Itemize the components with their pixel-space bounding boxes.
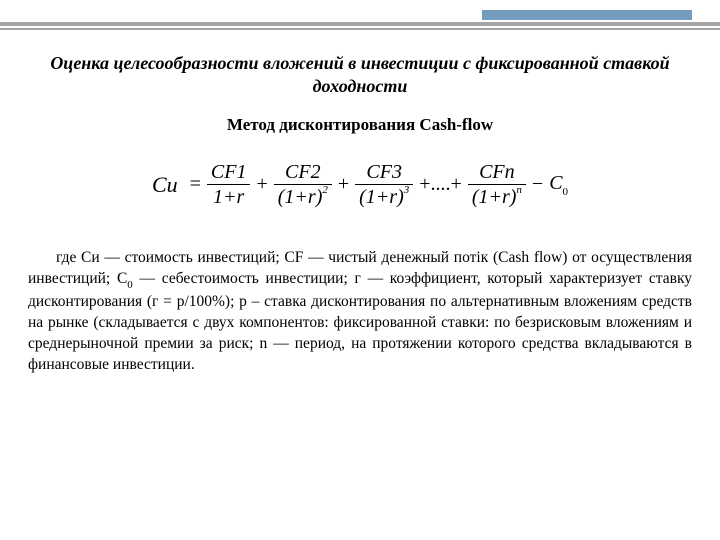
term2-den: (1+r)2	[274, 186, 332, 208]
c0-subscript: 0	[127, 279, 133, 291]
plus-sign: +	[256, 173, 267, 196]
slide-subtitle: Метод дисконтирования Cash-flow	[28, 115, 692, 135]
minus-sign: −	[532, 173, 543, 196]
formula-term-3: CF3 (1+r)3	[355, 161, 413, 208]
term2-num: CF2	[281, 161, 325, 183]
accent-box	[482, 10, 692, 20]
formula-lhs: Си	[152, 172, 178, 198]
formula: Си = CF1 1+r + CF2 (1+r)2 + CF3 (1+r)3 +…	[28, 161, 692, 208]
top-rule-thin	[0, 28, 720, 30]
termn-num: CFn	[475, 161, 519, 183]
slide: Оценка целесообразности вложений в инвес…	[0, 0, 720, 540]
formula-term-n: CFn (1+r)n	[468, 161, 526, 208]
formula-tail: C0	[549, 172, 568, 197]
formula-term-1: CF1 1+r	[207, 161, 251, 208]
ellipsis: +....+	[419, 173, 462, 196]
content: Оценка целесообразности вложений в инвес…	[28, 46, 692, 376]
term3-den: (1+r)3	[355, 186, 413, 208]
plus-sign: +	[338, 173, 349, 196]
termn-den: (1+r)n	[468, 186, 526, 208]
explanation-paragraph: где Си — стоимость инвестиций; CF — чист…	[28, 248, 692, 376]
term3-num: CF3	[362, 161, 406, 183]
slide-title: Оценка целесообразности вложений в инвес…	[28, 52, 692, 97]
term1-num: CF1	[207, 161, 251, 183]
top-rule-thick	[0, 22, 720, 26]
term1-den: 1+r	[209, 186, 248, 208]
formula-term-2: CF2 (1+r)2	[274, 161, 332, 208]
equals-sign: =	[190, 173, 201, 196]
